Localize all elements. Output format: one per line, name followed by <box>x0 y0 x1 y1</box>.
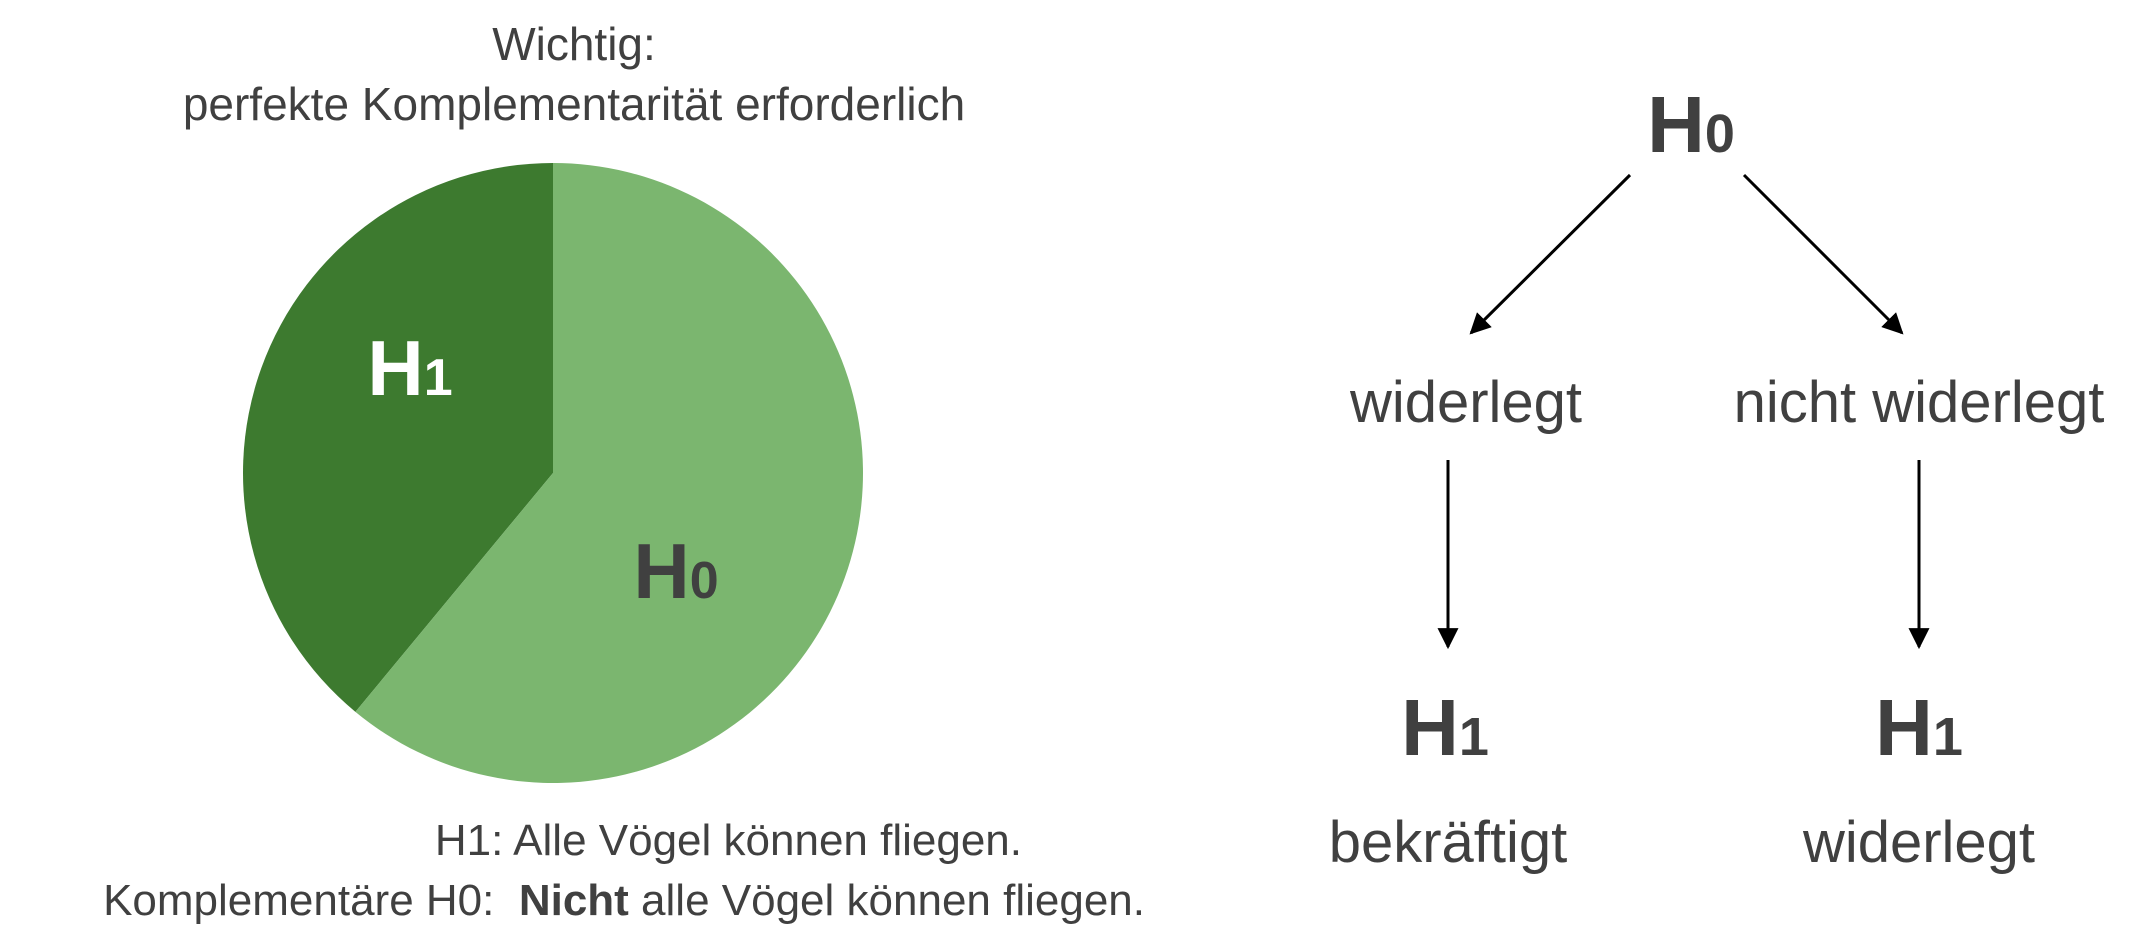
right-result-state: widerlegt <box>1802 810 2035 875</box>
pie-slice-h1 <box>242 163 553 712</box>
pie-slice-h0 <box>355 163 864 784</box>
tree-root-h0: H0 <box>1647 80 1735 169</box>
arrow-root-to-right <box>1742 173 1904 335</box>
legend-h1: H1: Alle Vögel können fliegen. <box>435 816 1022 865</box>
left-outcome: widerlegt <box>1349 370 1582 435</box>
decision-tree: H0 widerlegt nicht widerlegt H1 H1 bekrä… <box>1329 80 2105 875</box>
pie-label-h1: H1 <box>367 324 452 412</box>
title-line-2: perfekte Komplementarität erforderlich <box>183 78 965 130</box>
pie-label-h0: H0 <box>633 527 718 615</box>
legend-h0: Komplementäre H0: Nicht alle Vögel könne… <box>103 876 1145 925</box>
arrow-root-to-left <box>1469 173 1632 335</box>
left-result-h1: H1 <box>1401 683 1489 772</box>
right-outcome: nicht widerlegt <box>1734 370 2105 435</box>
left-result-state: bekräftigt <box>1329 810 1568 875</box>
pie-chart: H1 H0 <box>242 163 864 784</box>
title-line-1: Wichtig: <box>492 18 656 70</box>
right-result-h1: H1 <box>1875 683 1963 772</box>
